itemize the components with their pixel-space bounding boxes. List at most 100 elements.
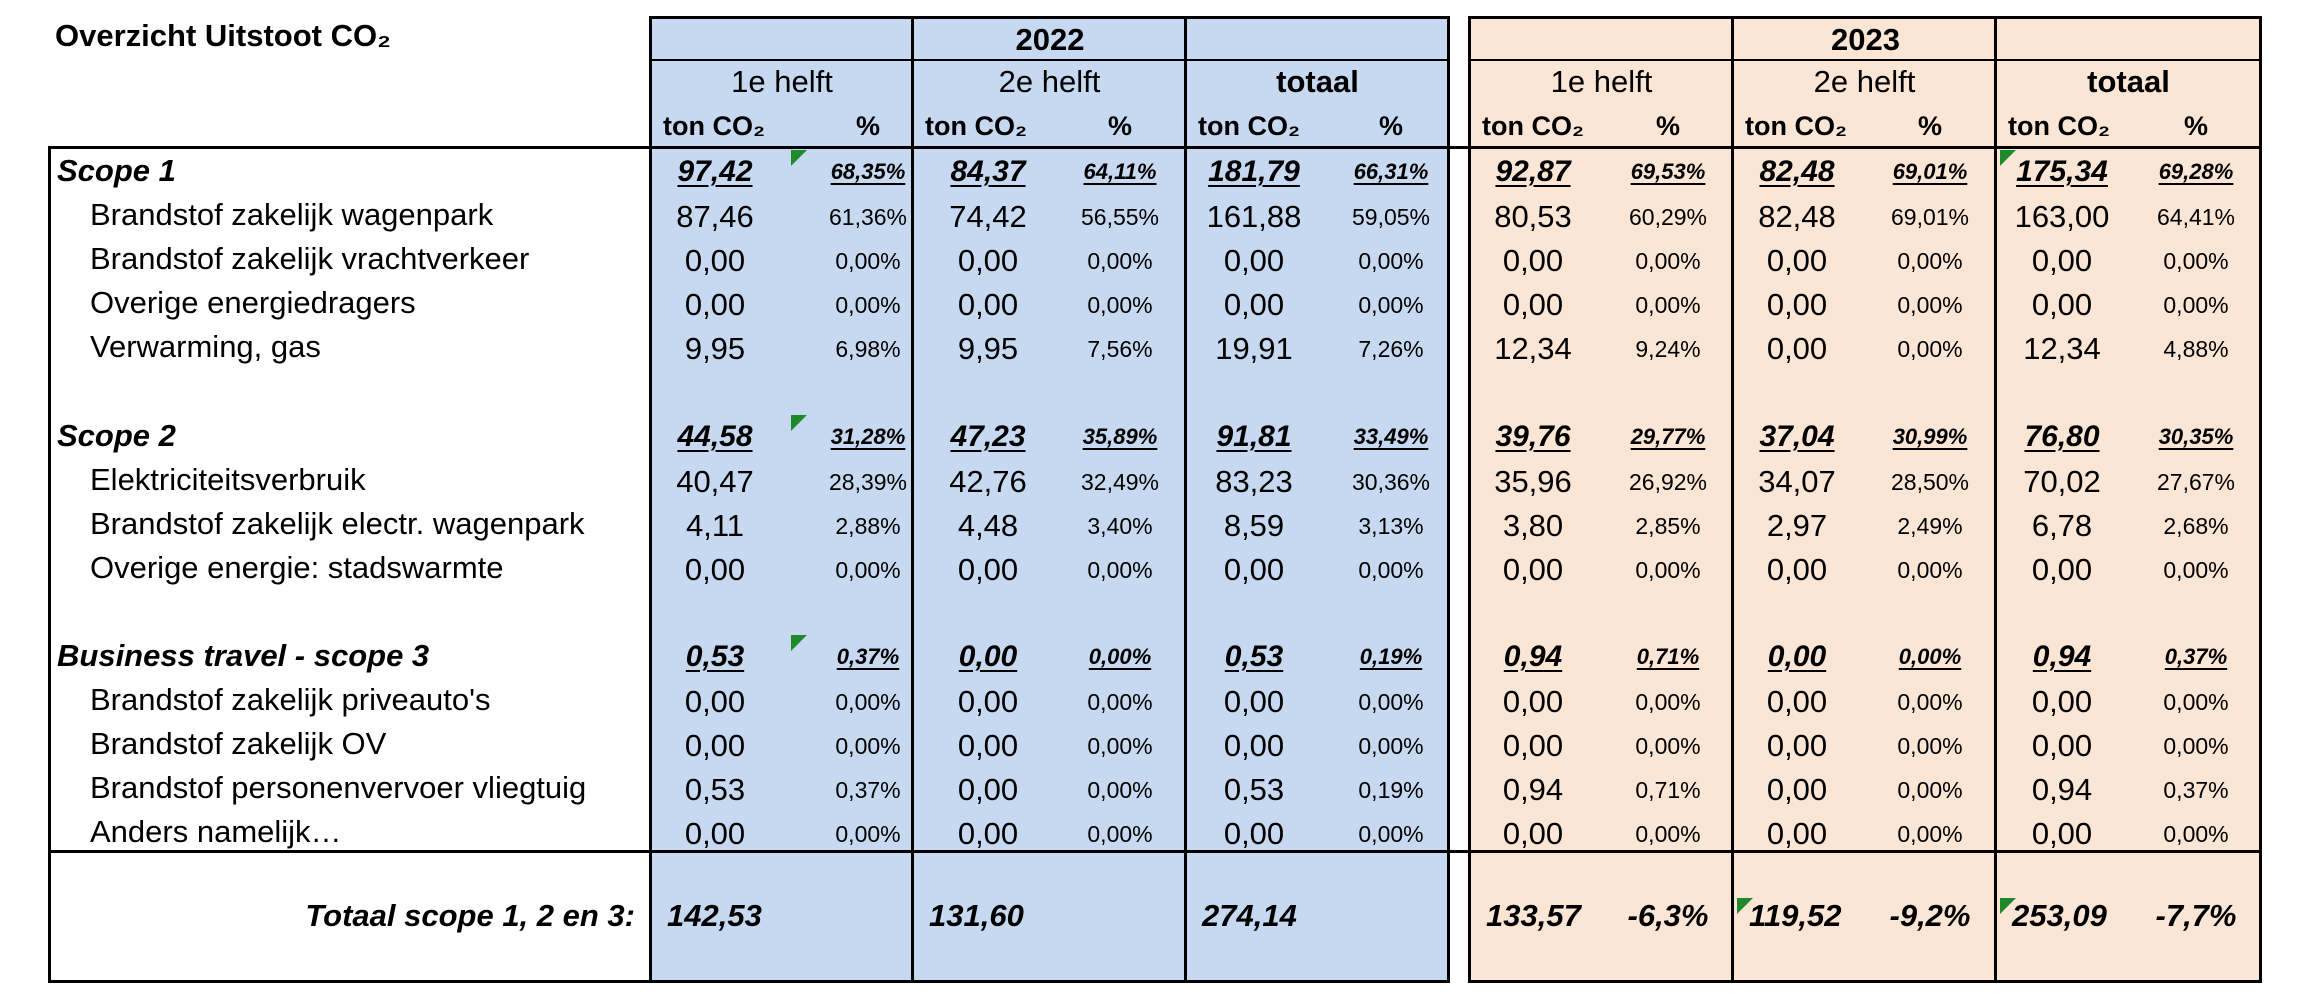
section-value: 92,87 — [1495, 155, 1571, 188]
section-pct: 66,31% — [1353, 159, 1429, 184]
cell-value: 4,48 — [957, 508, 1019, 543]
cell-value: 83,23 — [1215, 464, 1293, 499]
total-top-rule — [48, 850, 2262, 853]
cell-value: 0,94 — [2031, 772, 2093, 807]
section-value: 0,94 — [2032, 640, 2092, 673]
cell-value: 8,59 — [1223, 508, 1285, 543]
cell-pct: 69,01% — [1890, 204, 1969, 230]
panel-2022-year-rule — [649, 59, 1450, 61]
section-pct: 69,53% — [1630, 159, 1706, 184]
cell-value: 0,00 — [1223, 552, 1285, 587]
cell-pct: 4,88% — [2163, 336, 2229, 362]
total-change: -9,2% — [1889, 898, 1971, 933]
total-change: -6,3% — [1627, 898, 1709, 933]
section-pct: 0,00% — [1898, 644, 1962, 669]
section-pct: 68,35% — [830, 159, 906, 184]
cell-value: 9,95 — [684, 331, 746, 366]
section-value: 0,94 — [1503, 640, 1563, 673]
section-pct: 30,99% — [1892, 424, 1968, 449]
panel-2023-top — [1468, 16, 2262, 19]
cell-pct: 64,41% — [2156, 204, 2235, 230]
cell-value: 0,00 — [1766, 552, 1828, 587]
cell-pct: 59,05% — [1351, 204, 1430, 230]
comment-indicator-icon[interactable] — [2000, 898, 2016, 914]
pct-header: % — [1917, 111, 1942, 141]
comment-indicator-icon[interactable] — [1737, 898, 1753, 914]
cell-pct: 0,00% — [835, 689, 901, 715]
cell-pct: 2,68% — [2163, 513, 2229, 539]
comment-indicator-icon[interactable] — [2000, 150, 2016, 166]
cell-pct: 3,13% — [1358, 513, 1424, 539]
section-value: 97,42 — [677, 155, 753, 188]
period-header: 1e helft — [1550, 64, 1653, 99]
cell-value: 0,00 — [957, 816, 1019, 851]
row-label: Brandstof zakelijk priveauto's — [90, 682, 491, 717]
cell-value: 87,46 — [676, 199, 754, 234]
section-label: Scope 1 — [57, 153, 176, 188]
period-header: totaal — [2087, 64, 2170, 99]
cell-value: 0,00 — [1502, 684, 1564, 719]
cell-pct: 0,00% — [835, 248, 901, 274]
table-left-edge — [48, 146, 51, 983]
cell-value: 0,00 — [2031, 243, 2093, 278]
cell-value: 0,00 — [684, 728, 746, 763]
row-label: Overige energie: stadswarmte — [90, 550, 504, 585]
cell-pct: 0,00% — [1635, 557, 1701, 583]
column-rule — [1731, 16, 1734, 983]
column-rule — [1447, 16, 1450, 983]
cell-value: 0,00 — [1766, 243, 1828, 278]
pct-header: % — [1107, 111, 1132, 141]
comment-indicator-icon[interactable] — [791, 415, 807, 431]
cell-pct: 0,00% — [1897, 689, 1963, 715]
cell-value: 80,53 — [1494, 199, 1572, 234]
comment-indicator-icon[interactable] — [791, 150, 807, 166]
cell-pct: 0,00% — [2163, 248, 2229, 274]
cell-value: 42,76 — [949, 464, 1027, 499]
cell-pct: 0,00% — [1897, 821, 1963, 847]
comment-indicator-icon[interactable] — [791, 635, 807, 651]
section-value: 0,53 — [685, 640, 745, 673]
cell-pct: 0,00% — [1897, 292, 1963, 318]
section-pct: 33,49% — [1353, 424, 1429, 449]
cell-pct: 0,00% — [1358, 292, 1424, 318]
cell-pct: 0,37% — [2163, 777, 2229, 803]
cell-value: 0,00 — [1766, 684, 1828, 719]
cell-pct: 0,00% — [1087, 777, 1153, 803]
row-label: Overige energiedragers — [90, 285, 416, 320]
cell-value: 0,00 — [684, 287, 746, 322]
cell-pct: 0,00% — [1358, 821, 1424, 847]
cell-value: 0,00 — [1766, 816, 1828, 851]
cell-value: 0,00 — [684, 684, 746, 719]
cell-pct: 28,50% — [1890, 469, 1969, 495]
section-value: 84,37 — [950, 155, 1026, 188]
section-value: 47,23 — [950, 420, 1026, 453]
row-label: Elektriciteitsverbruik — [90, 462, 366, 497]
cell-value: 0,00 — [957, 243, 1019, 278]
cell-pct: 0,00% — [1087, 248, 1153, 274]
cell-pct: 28,39% — [828, 469, 907, 495]
cell-value: 161,88 — [1206, 199, 1302, 234]
cell-value: 0,00 — [1223, 684, 1285, 719]
cell-value: 0,00 — [1223, 816, 1285, 851]
cell-value: 0,00 — [1502, 552, 1564, 587]
cell-pct: 7,56% — [1087, 336, 1153, 362]
section-label: Business travel - scope 3 — [57, 638, 430, 673]
cell-value: 0,00 — [1766, 287, 1828, 322]
row-label: Verwarming, gas — [90, 329, 321, 364]
unit-header: ton CO₂ — [1198, 111, 1300, 141]
cell-pct: 0,00% — [835, 292, 901, 318]
section-pct: 0,37% — [836, 644, 900, 669]
cell-pct: 0,00% — [1635, 733, 1701, 759]
cell-pct: 0,00% — [2163, 733, 2229, 759]
cell-value: 40,47 — [676, 464, 754, 499]
cell-value: 74,42 — [949, 199, 1027, 234]
total-value: 119,52 — [1749, 898, 1842, 933]
cell-pct: 0,00% — [1635, 248, 1701, 274]
cell-pct: 0,00% — [1897, 777, 1963, 803]
cell-value: 0,00 — [1223, 243, 1285, 278]
cell-value: 6,78 — [2031, 508, 2093, 543]
cell-pct: 6,98% — [835, 336, 901, 362]
cell-value: 0,00 — [1502, 816, 1564, 851]
cell-pct: 0,00% — [1087, 821, 1153, 847]
cell-pct: 9,24% — [1635, 336, 1701, 362]
